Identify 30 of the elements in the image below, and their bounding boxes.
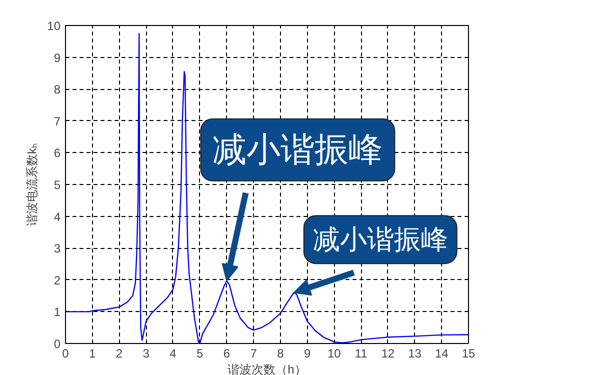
y-tick-label: 0: [54, 337, 61, 351]
x-tick-label: 10: [327, 346, 342, 360]
y-tick-label: 9: [54, 50, 61, 65]
x-tick-label: 5: [196, 346, 204, 360]
y-tick-label: 2: [54, 273, 61, 288]
annotation: 减小谐振峰: [212, 130, 383, 169]
y-tick-label: 1: [54, 305, 61, 320]
x-tick-label: 8: [277, 346, 284, 360]
x-tick-label: 14: [434, 346, 449, 360]
y-axis-title: 谐波电流系数kₕ: [25, 143, 40, 226]
x-tick-label: 11: [354, 346, 368, 360]
x-tick-label: 6: [223, 346, 230, 360]
x-tick-label: 9: [304, 346, 311, 360]
x-tick-label: 7: [250, 346, 258, 360]
y-tick-label: 7: [54, 114, 61, 128]
x-tick-label: 3: [142, 346, 150, 360]
y-tick-label: 3: [54, 242, 61, 256]
y-tick-label: 8: [54, 82, 61, 97]
x-tick-label: 0: [62, 346, 70, 360]
x-tick-label: 13: [408, 346, 422, 360]
x-tick-label: 2: [116, 346, 123, 360]
y-tick-label: 6: [54, 146, 61, 160]
annotation: 减小谐振峰: [312, 224, 448, 255]
x-tick-label: 1: [89, 346, 96, 360]
x-tick-label: 4: [170, 346, 177, 360]
y-tick-label: 4: [54, 210, 61, 224]
y-tick-label: 5: [54, 178, 61, 192]
y-tick-label: 10: [47, 19, 61, 33]
x-tick-label: 12: [381, 346, 395, 360]
x-tick-label: 15: [462, 346, 476, 360]
